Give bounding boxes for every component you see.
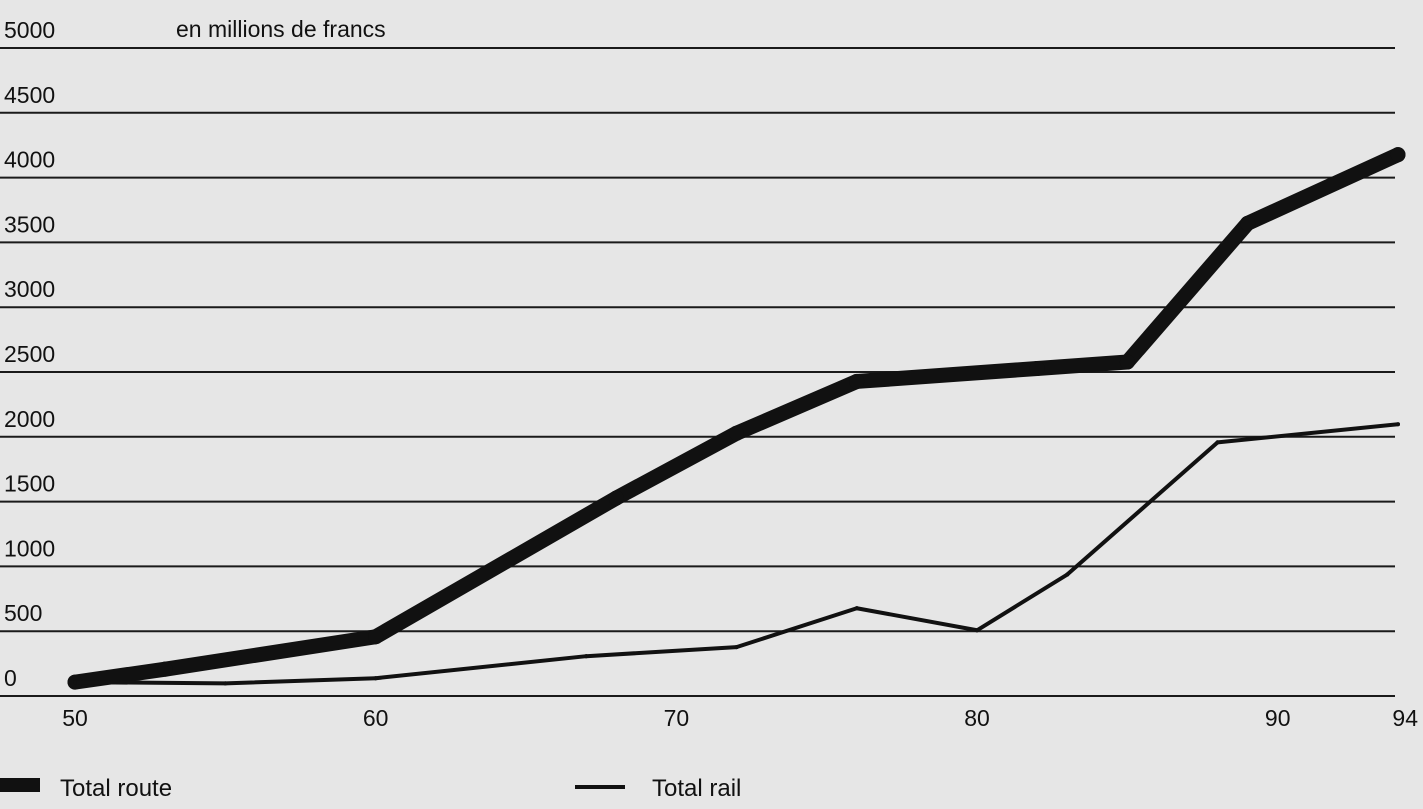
x-tick-label: 80	[964, 705, 990, 731]
series-segment	[849, 360, 1045, 389]
series-segment	[1065, 440, 1220, 577]
series-segment	[734, 606, 859, 650]
series-segment	[1029, 354, 1135, 376]
data-point	[584, 654, 589, 659]
series-segment	[608, 425, 744, 506]
series-lines	[67, 147, 1406, 690]
series-segment	[1119, 215, 1256, 370]
data-point	[73, 680, 77, 685]
legend: Total route Total rail	[0, 775, 741, 802]
data-point	[157, 661, 173, 677]
x-tick-label: 50	[62, 705, 88, 731]
y-tick-label: 2500	[4, 341, 55, 367]
x-axis-ticks: 50 60 70 80 90 94	[62, 705, 1418, 731]
data-point	[854, 606, 859, 611]
series-segment	[854, 606, 980, 633]
legend-label: Total route	[60, 775, 172, 802]
legend-swatch	[0, 778, 40, 792]
x-tick-label: 70	[664, 705, 690, 731]
y-tick-label: 3500	[4, 211, 55, 237]
series-segment	[584, 645, 739, 659]
data-point	[729, 425, 744, 441]
series-segment	[157, 629, 384, 677]
series-segment	[1215, 422, 1400, 445]
series-total-rail	[73, 422, 1400, 686]
data-point	[975, 628, 980, 633]
series-segment	[1240, 147, 1406, 231]
unit-label: en millions de francs	[176, 16, 386, 42]
series-segment	[368, 490, 624, 645]
series-segment	[67, 661, 173, 690]
legend-swatch	[575, 785, 625, 789]
series-total-route	[67, 147, 1406, 690]
data-point	[1396, 422, 1400, 427]
data-point	[1240, 215, 1256, 231]
y-tick-label: 4000	[4, 147, 55, 173]
data-point	[608, 490, 624, 506]
data-point	[1390, 147, 1406, 163]
x-tick-label: 90	[1265, 705, 1291, 731]
data-point	[1215, 440, 1220, 445]
series-segment	[373, 654, 589, 681]
gridlines	[0, 47, 1395, 697]
y-axis-ticks: 0 500 1000 1500 2000 2500 3000 3500 4000 4500 5000	[4, 17, 55, 691]
data-point	[223, 681, 228, 686]
data-point	[849, 373, 865, 389]
y-tick-label: 1000	[4, 535, 55, 561]
data-point	[1119, 354, 1135, 370]
x-tick-label: 60	[363, 705, 389, 731]
y-tick-label: 1500	[4, 471, 55, 497]
y-tick-label: 500	[4, 600, 42, 626]
data-point	[734, 645, 739, 650]
data-point	[373, 676, 378, 681]
series-segment	[729, 373, 865, 441]
y-tick-label: 5000	[4, 17, 55, 43]
series-segment	[73, 680, 228, 686]
x-tick-label: 94	[1392, 705, 1418, 731]
series-segment	[975, 572, 1070, 633]
data-point	[368, 629, 384, 645]
y-tick-label: 2000	[4, 406, 55, 432]
y-tick-label: 0	[4, 665, 17, 691]
data-point	[1029, 360, 1045, 376]
y-tick-label: 3000	[4, 276, 55, 302]
series-segment	[223, 676, 378, 686]
data-point	[1065, 572, 1070, 577]
legend-label: Total rail	[652, 775, 741, 802]
y-tick-label: 4500	[4, 82, 55, 108]
